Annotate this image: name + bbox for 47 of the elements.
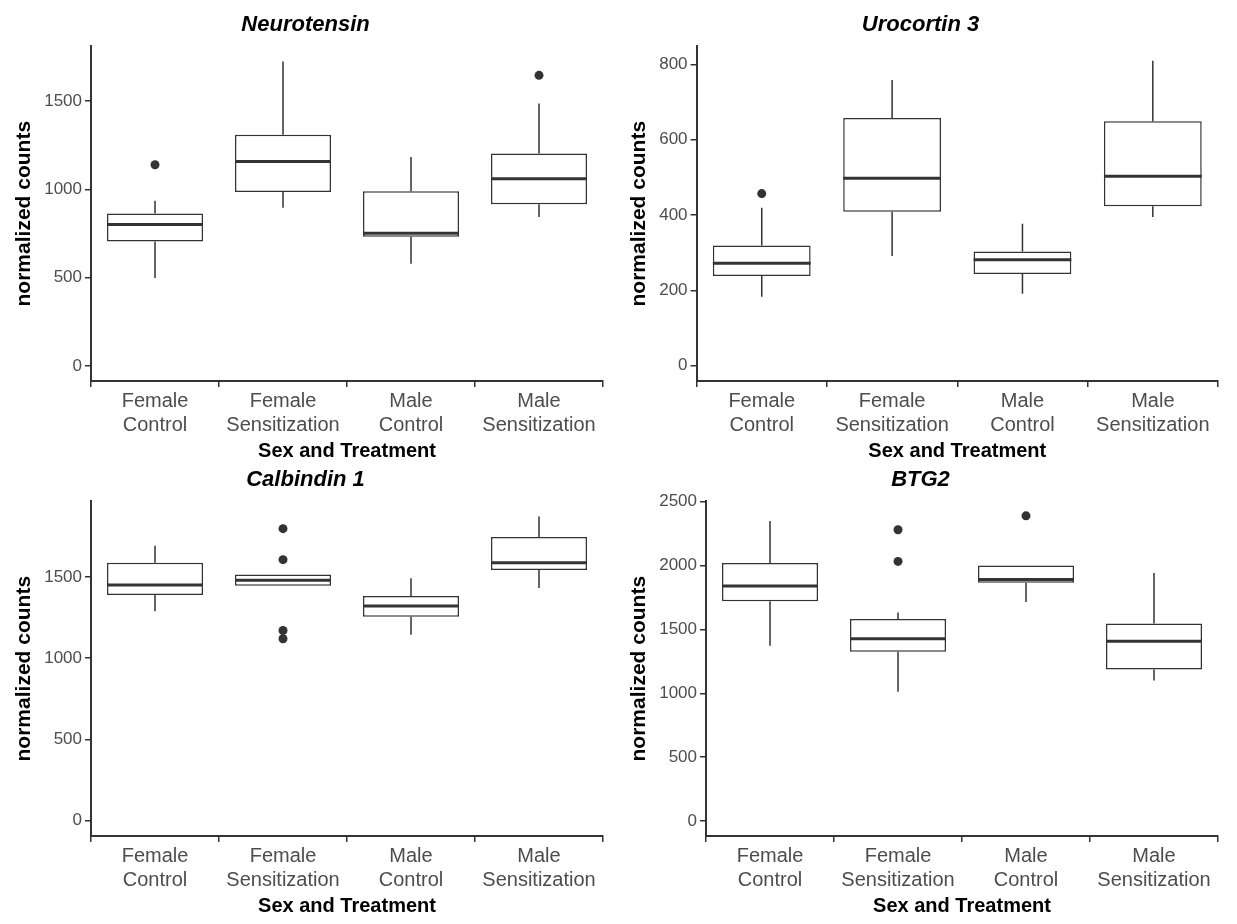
chart-title: BTG2 (891, 466, 951, 492)
y-tick-label: 600 (659, 129, 688, 149)
y-tick-label: 1500 (44, 90, 83, 110)
y-tick-label: 2000 (659, 555, 698, 575)
y-tick-label: 400 (659, 204, 688, 224)
y-tick-label: 1500 (659, 618, 698, 638)
x-tick-label: Male Sensitization (1096, 388, 1210, 435)
x-tick-label: Female Sensitization (226, 388, 340, 435)
x-axis-title: Sex and Treatment (258, 438, 437, 461)
chart-title: Urocortin 3 (861, 11, 980, 37)
x-tick-label: Female Control (736, 843, 804, 890)
x-tick-label: Female Sensitization (841, 843, 955, 890)
y-tick-label: 1000 (44, 179, 83, 199)
x-tick-label: Male Sensitization (1097, 843, 1211, 890)
y-tick-label: 0 (72, 810, 83, 830)
y-axis-title: normalized counts (626, 575, 650, 762)
x-tick-label: Male Sensitization (482, 388, 596, 435)
x-tick-label: Male Control (378, 388, 444, 435)
y-axis-title: normalized counts (626, 120, 650, 307)
y-tick-label: 200 (659, 279, 688, 299)
x-tick-label: Female Control (121, 388, 189, 435)
chart-title: Calbindin 1 (246, 466, 365, 492)
y-axis-title: normalized counts (11, 120, 35, 307)
y-tick-label: 0 (687, 810, 698, 830)
y-tick-label: 0 (678, 355, 688, 375)
y-tick-label: 800 (659, 54, 688, 74)
chart-title: Neurotensin (241, 11, 370, 37)
x-tick-label: Female Control (121, 843, 189, 890)
x-tick-label: Male Control (993, 843, 1059, 890)
x-axis-title: Sex and Treatment (868, 438, 1047, 461)
x-tick-label: Female Sensitization (835, 388, 949, 435)
y-tick-label: 1000 (44, 647, 83, 667)
y-tick-label: 1000 (659, 682, 698, 702)
y-tick-label: 500 (53, 267, 83, 287)
x-axis-title: Sex and Treatment (873, 893, 1052, 916)
x-axis-title: Sex and Treatment (258, 893, 437, 916)
x-tick-label: Male Control (378, 843, 444, 890)
y-tick-label: 0 (72, 355, 83, 375)
x-tick-label: Female Sensitization (226, 843, 340, 890)
y-axis-title: normalized counts (11, 575, 35, 762)
x-tick-label: Male Control (990, 388, 1055, 435)
y-tick-label: 500 (53, 729, 83, 749)
y-tick-label: 2500 (659, 491, 698, 511)
y-tick-label: 1500 (44, 566, 83, 586)
x-tick-label: Male Sensitization (482, 843, 596, 890)
x-tick-label: Female Control (728, 388, 796, 435)
y-tick-label: 500 (668, 746, 698, 766)
